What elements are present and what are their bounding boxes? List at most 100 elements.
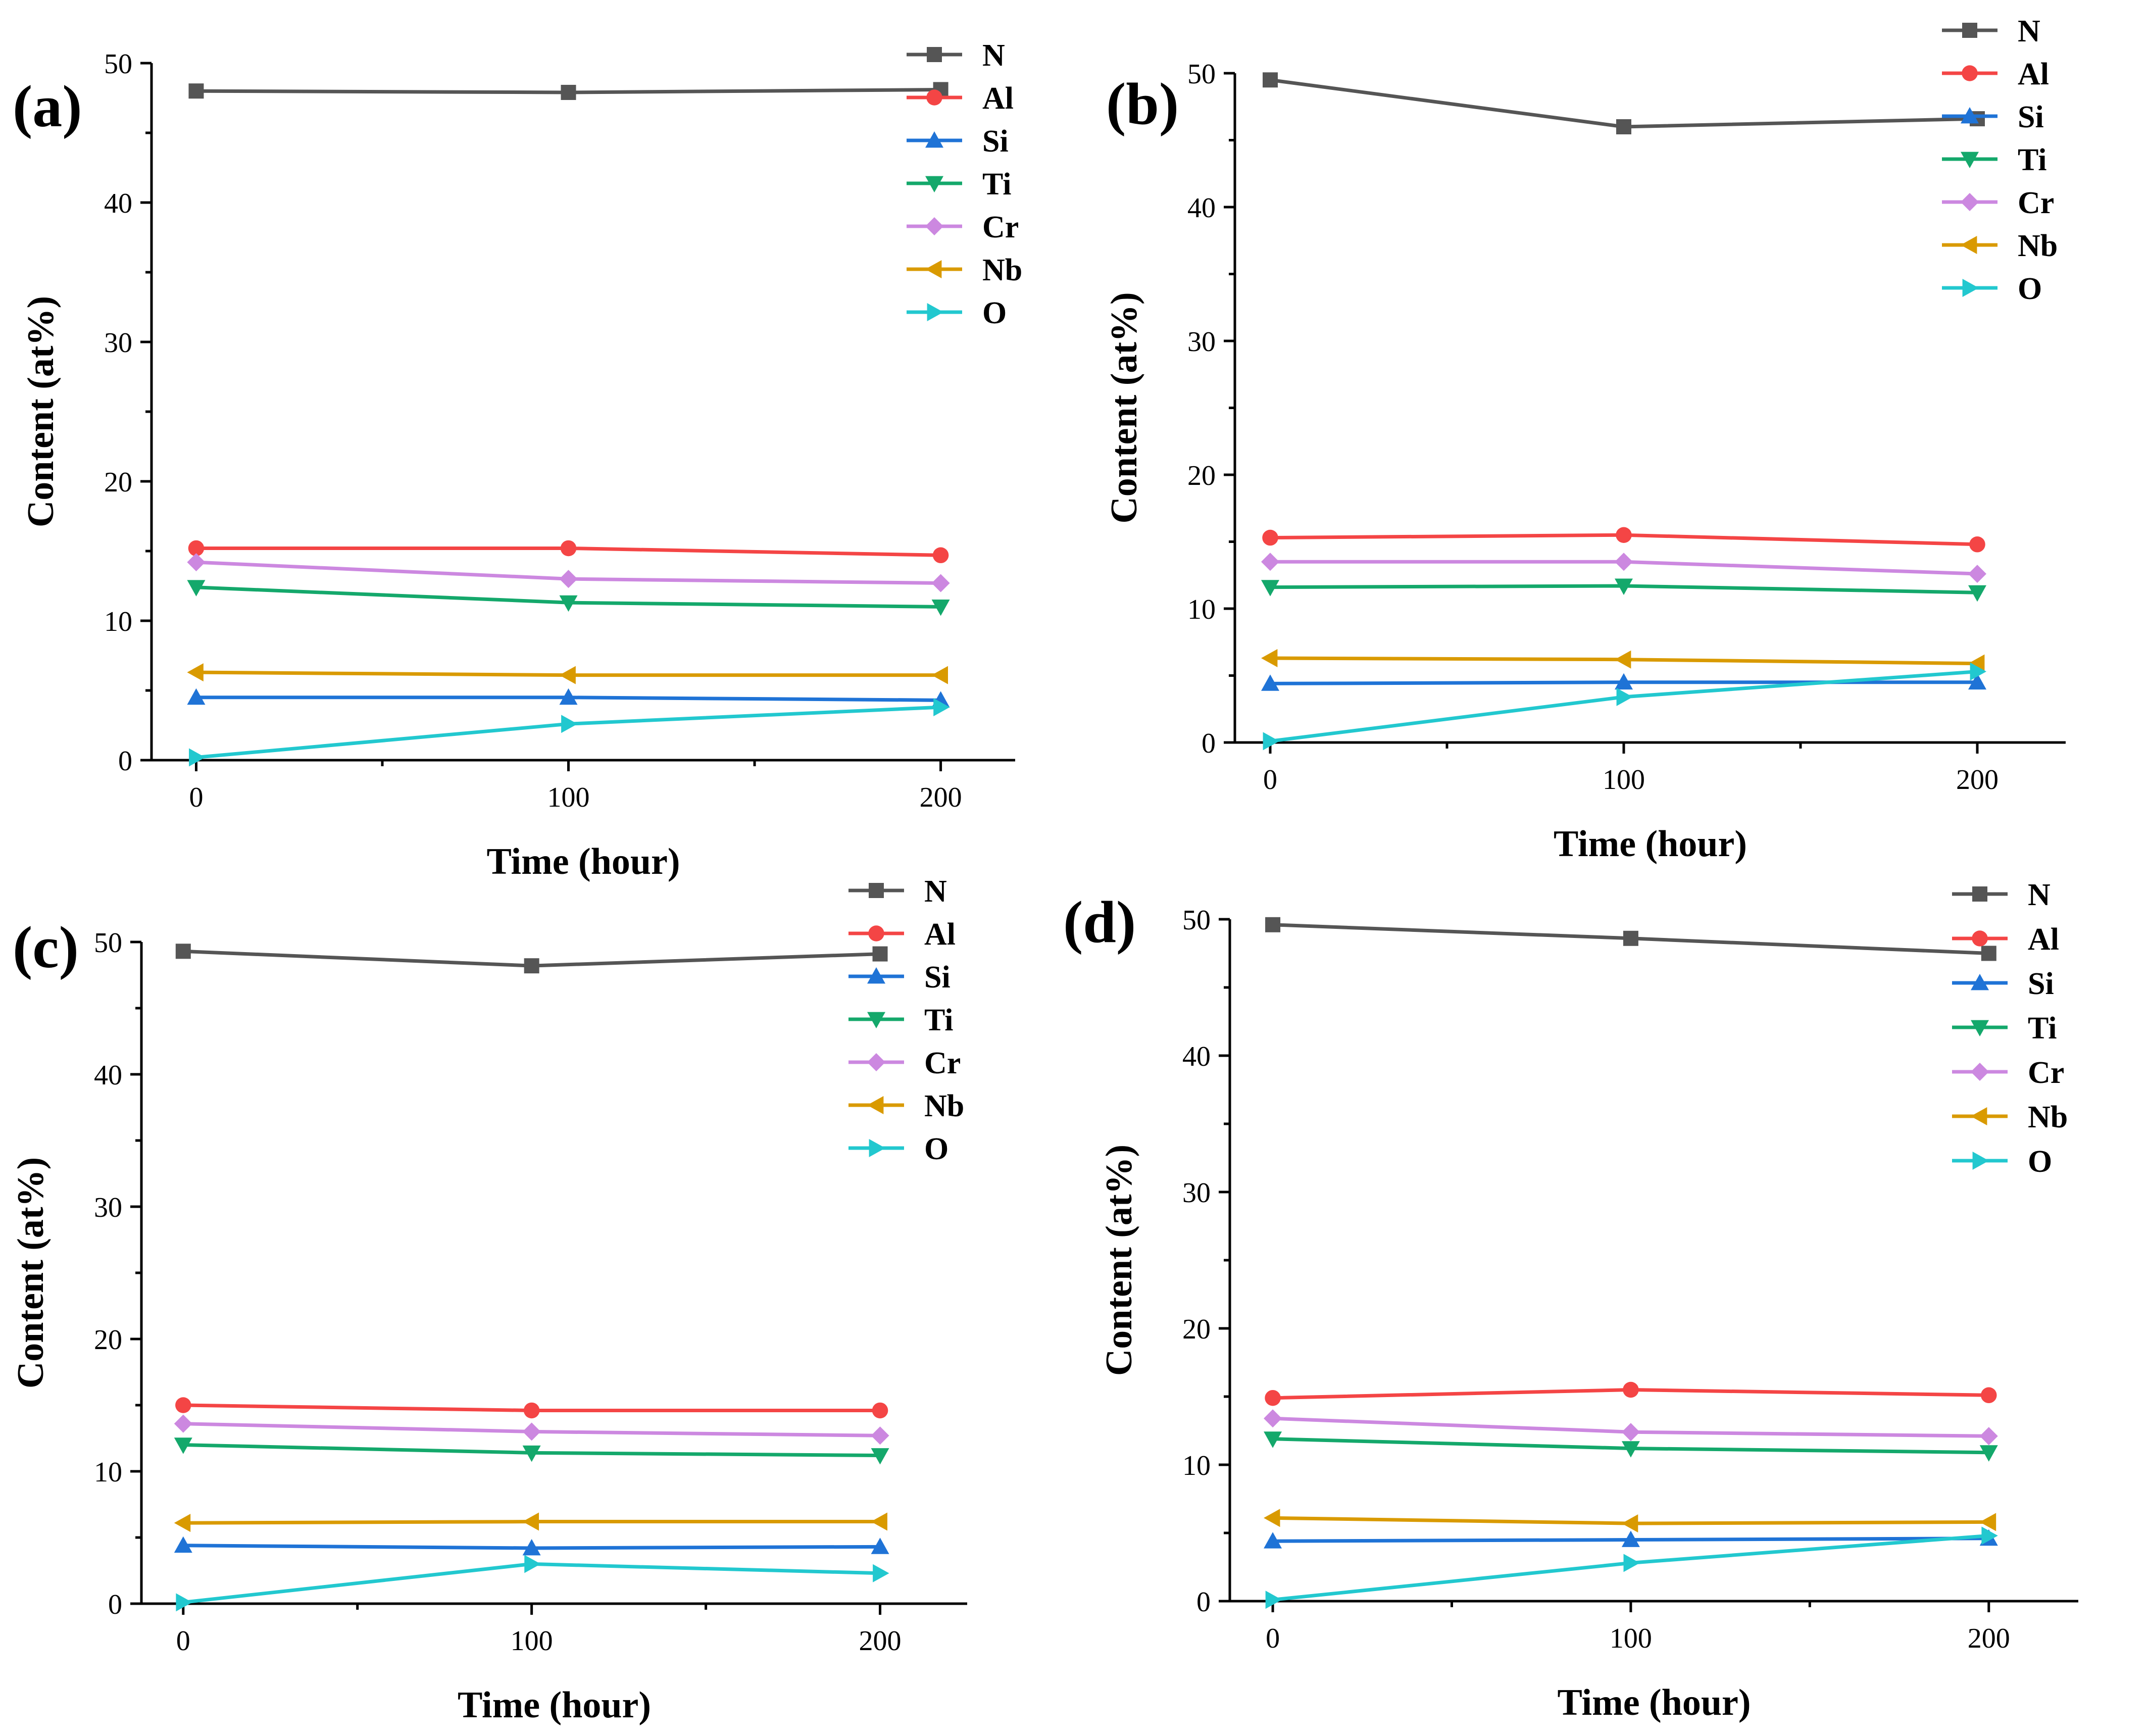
data-point-o xyxy=(1970,662,1986,681)
legend-label-al: Al xyxy=(924,917,956,952)
legend-marker-n xyxy=(927,47,942,62)
data-point-si xyxy=(1621,1530,1640,1547)
data-point-nb xyxy=(522,1512,539,1531)
legend-label-cr: Cr xyxy=(2028,1056,2064,1090)
data-point-cr xyxy=(1261,553,1279,571)
x-tick-label: 200 xyxy=(920,782,962,813)
y-tick-label: 10 xyxy=(104,606,132,637)
legend-marker-o xyxy=(1972,1152,1989,1170)
data-point-ti xyxy=(174,1437,192,1454)
y-tick-label: 20 xyxy=(104,467,132,498)
legend-marker-cr xyxy=(1971,1063,1989,1081)
legend-marker-n xyxy=(1962,23,1977,38)
x-tick-label: 100 xyxy=(511,1625,553,1657)
data-point-si xyxy=(187,688,206,705)
legend-marker-al xyxy=(926,89,942,106)
data-point-cr xyxy=(1264,1409,1282,1428)
y-tick-label: 0 xyxy=(1202,728,1216,759)
x-axis-title: Time (hour) xyxy=(1554,823,1747,865)
y-tick-label: 0 xyxy=(108,1589,122,1620)
data-point-n xyxy=(872,946,888,962)
data-point-nb xyxy=(1264,1509,1280,1527)
x-tick-label: 0 xyxy=(1263,764,1277,796)
data-point-n xyxy=(1616,119,1631,134)
data-point-n xyxy=(1623,930,1638,946)
legend-marker-o xyxy=(927,303,943,321)
y-tick-label: 30 xyxy=(1187,326,1216,358)
legend-marker-si xyxy=(1961,107,1979,124)
x-tick-label: 0 xyxy=(189,782,203,813)
panel-label: (d) xyxy=(1063,889,1136,955)
panel-label: (b) xyxy=(1106,71,1179,137)
data-point-cr xyxy=(522,1422,541,1441)
data-point-nb xyxy=(559,666,576,684)
legend-marker-nb xyxy=(925,260,942,278)
data-point-cr xyxy=(1615,553,1633,571)
data-point-nb xyxy=(871,1512,887,1531)
legend-label-cr: Cr xyxy=(2018,186,2054,220)
legend-label-al: Al xyxy=(2028,922,2059,957)
y-tick-label: 0 xyxy=(1196,1586,1211,1618)
data-point-cr xyxy=(931,574,950,592)
legend-marker-ti xyxy=(1971,1020,1989,1036)
legend-marker-nb xyxy=(867,1096,884,1114)
data-point-al xyxy=(188,540,205,557)
panel-a: 0 10 20 30 40 50 0 100 200 Time (hour) Content (at… xyxy=(13,38,1022,882)
legend-label-ti: Ti xyxy=(924,1003,953,1037)
legend-label-nb: Nb xyxy=(2018,229,2058,263)
y-axis-title: Content (at%) xyxy=(1104,292,1145,523)
panel-label: (a) xyxy=(13,73,82,139)
data-point-ti xyxy=(559,595,578,612)
data-point-si xyxy=(174,1536,192,1553)
legend-marker-n xyxy=(869,883,884,898)
x-tick-label: 100 xyxy=(1610,1623,1652,1654)
data-point-ti xyxy=(1979,1445,1998,1462)
y-tick-label: 50 xyxy=(94,927,122,959)
data-point-o xyxy=(873,1564,889,1582)
data-point-si xyxy=(559,688,578,705)
legend-marker-si xyxy=(867,967,885,984)
legend-label-nb: Nb xyxy=(924,1089,964,1123)
data-point-o xyxy=(176,1593,192,1612)
legend-marker-cr xyxy=(925,217,943,235)
legend-label-o: O xyxy=(924,1132,948,1166)
data-point-al xyxy=(872,1402,888,1419)
x-axis-title: Time (hour) xyxy=(486,841,680,882)
legend-label-si: Si xyxy=(2018,100,2044,134)
legend-marker-ti xyxy=(1961,152,1979,168)
data-point-cr xyxy=(559,570,578,588)
x-tick-label: 0 xyxy=(1266,1623,1280,1654)
x-tick-label: 0 xyxy=(176,1625,190,1657)
data-point-o xyxy=(561,715,578,733)
legend-label-si: Si xyxy=(2028,967,2054,1001)
data-point-ti xyxy=(187,580,206,597)
data-point-o xyxy=(1616,687,1633,706)
y-tick-label: 20 xyxy=(1187,460,1216,491)
data-point-o xyxy=(1623,1554,1640,1572)
data-point-ti xyxy=(522,1445,541,1462)
legend-marker-cr xyxy=(867,1053,885,1071)
x-axis-title: Time (hour) xyxy=(1557,1682,1751,1723)
y-axis-title: Content (at%) xyxy=(10,1157,52,1388)
legend-label-ti: Ti xyxy=(982,167,1011,202)
data-point-nb xyxy=(1979,1513,1996,1531)
legend-label-n: N xyxy=(2018,14,2040,48)
x-tick-label: 200 xyxy=(1968,1623,2010,1654)
data-point-al xyxy=(1969,536,1985,553)
panel-b: 0 10 20 30 40 50 0 100 200 Time (hour) Content (at… xyxy=(1104,14,2066,865)
data-point-ti xyxy=(1264,1431,1282,1448)
data-point-ti xyxy=(1621,1441,1640,1458)
legend-marker-si xyxy=(925,131,943,148)
y-tick-label: 50 xyxy=(1187,59,1216,90)
y-tick-label: 10 xyxy=(94,1457,122,1488)
data-point-o xyxy=(189,748,206,767)
data-point-al xyxy=(523,1402,540,1419)
data-point-nb xyxy=(1968,654,1985,673)
data-point-cr xyxy=(871,1426,889,1445)
x-tick-label: 100 xyxy=(547,782,590,813)
data-point-al xyxy=(1262,529,1278,546)
y-tick-label: 0 xyxy=(118,746,132,777)
legend-marker-o xyxy=(869,1139,885,1157)
legend-marker-nb xyxy=(1971,1107,1987,1125)
